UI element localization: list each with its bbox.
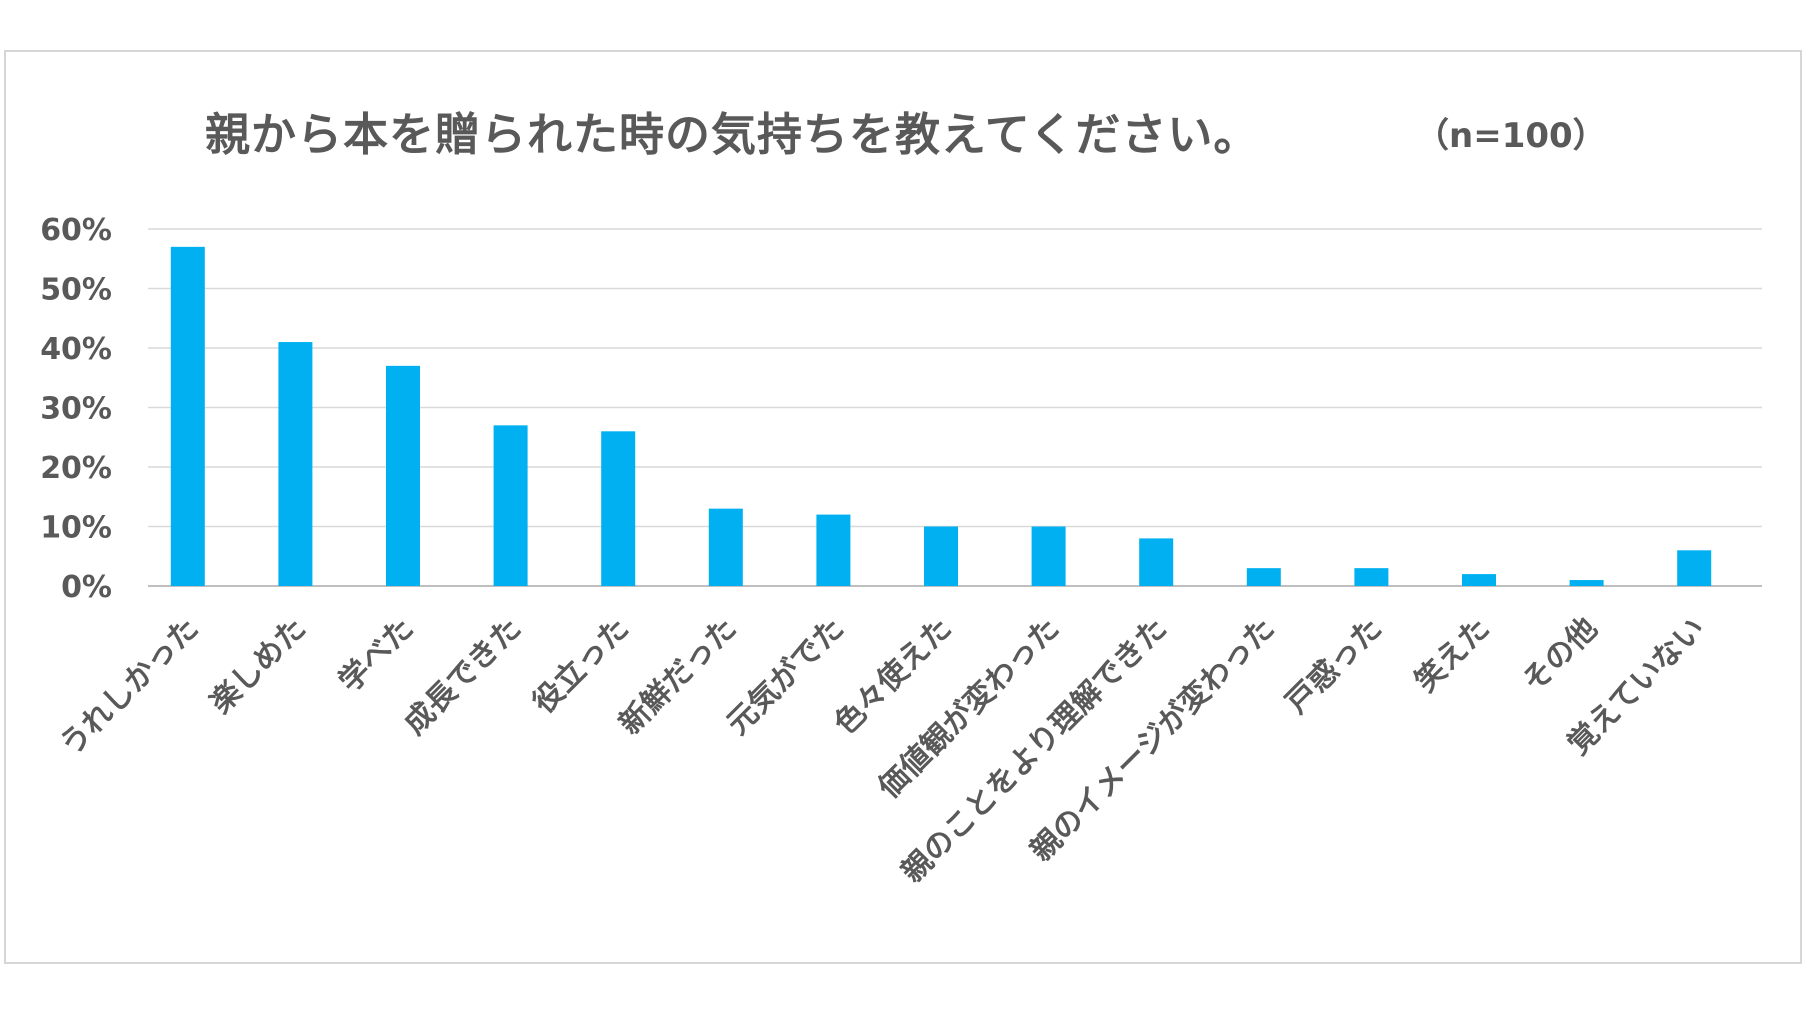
x-tick-label: うれしかった <box>53 611 205 763</box>
y-tick-label: 0% <box>61 570 112 605</box>
chart-subtitle: （n=100） <box>1415 116 1607 156</box>
x-tick-label: 役立った <box>526 611 636 721</box>
x-tick-label: 学べた <box>332 611 420 699</box>
bar <box>816 514 851 586</box>
bar <box>1354 568 1389 586</box>
bars <box>170 246 1712 586</box>
y-tick-label: 50% <box>40 273 112 308</box>
bar <box>278 342 313 586</box>
chart-title: 親から本を贈られた時の気持ちを教えてください。 <box>205 108 1260 161</box>
bar <box>1031 526 1066 586</box>
x-tick-label: 成長できた <box>397 611 528 742</box>
y-tick-label: 60% <box>40 213 112 248</box>
bar <box>924 526 958 586</box>
x-tick-label: 元気がでた <box>720 611 851 742</box>
bar <box>386 365 420 586</box>
x-tick-label: 戸惑った <box>1279 611 1389 721</box>
x-tick-label: 楽しめた <box>203 611 313 721</box>
bar <box>170 246 205 586</box>
bar <box>1246 568 1281 586</box>
x-tick-label: 価値観が変わった <box>871 611 1066 806</box>
bar <box>601 431 636 586</box>
bar <box>1569 580 1604 586</box>
bar <box>1462 574 1496 586</box>
x-tick-label: 笑えた <box>1408 611 1496 699</box>
y-tick-label: 10% <box>40 511 112 546</box>
x-tick-label: その他 <box>1516 611 1604 699</box>
bar <box>1139 538 1174 586</box>
y-tick-label: 40% <box>40 332 112 367</box>
bar <box>708 508 743 586</box>
y-axis-ticks: 0% 10% 20% 30% 40% 50% 60% <box>40 213 112 605</box>
x-tick-label: 新鮮だった <box>613 611 744 742</box>
y-tick-label: 20% <box>40 451 112 486</box>
y-tick-label: 30% <box>40 392 112 427</box>
bar <box>1677 550 1712 586</box>
bar <box>493 425 528 586</box>
